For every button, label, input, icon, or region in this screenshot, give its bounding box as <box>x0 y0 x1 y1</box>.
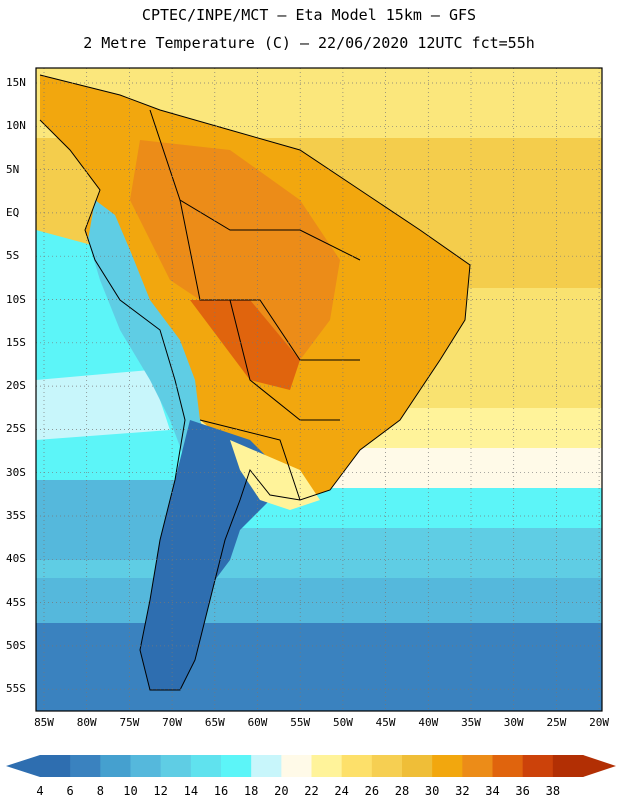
colorbar-swatch <box>160 755 192 777</box>
colorbar-label: 30 <box>424 784 440 798</box>
lat-label: 55S <box>6 682 26 696</box>
lon-label: 50W <box>332 716 353 729</box>
colorbar-swatch <box>221 755 252 777</box>
colorbar-label: 8 <box>96 784 104 798</box>
lon-label: 55W <box>290 716 311 729</box>
patagonia-land <box>140 420 280 690</box>
colorbar-high-arrow <box>583 755 616 777</box>
lat-label: 20S <box>6 379 26 393</box>
colorbar-swatch <box>281 755 312 777</box>
lat-label: 15N <box>6 76 26 89</box>
colorbar-label: 6 <box>66 784 74 798</box>
falkland-islands <box>250 654 274 662</box>
lat-label: 15S <box>6 335 26 349</box>
lat-label: 30S <box>6 465 26 479</box>
lat-label: 50S <box>6 638 26 652</box>
colorbar-swatch <box>462 755 493 777</box>
colorbar-label: 20 <box>274 784 289 798</box>
colorbar-low-arrow <box>6 755 40 777</box>
lon-label: 65W <box>204 716 225 729</box>
lat-label: 35S <box>6 509 26 522</box>
colorbar-label: 22 <box>304 784 319 798</box>
colorbar <box>6 755 616 777</box>
colorbar-swatch <box>341 755 373 777</box>
lon-label: 85W <box>34 716 54 729</box>
lat-label: EQ <box>6 205 20 219</box>
colorbar-label: 4 <box>36 784 44 798</box>
lon-label: 70W <box>162 716 183 729</box>
colorbar-label: 26 <box>364 784 380 798</box>
map-title-line-2: 2 Metre Temperature (C) – 22/06/2020 12U… <box>83 34 535 52</box>
lon-label: 35W <box>461 716 481 729</box>
map-title-line-1: CPTEC/INPE/MCT – Eta Model 15km – GFS <box>141 6 477 24</box>
lon-label: 60W <box>247 716 268 729</box>
colorbar-swatch <box>40 755 71 777</box>
colorbar-label: 24 <box>334 784 349 798</box>
colorbar-label: 34 <box>485 784 500 798</box>
colorbar-swatch <box>371 755 403 777</box>
colorbar-swatch <box>311 755 343 777</box>
lat-label: 45S <box>6 595 26 609</box>
lat-label: 25S <box>6 422 26 436</box>
colorbar-label: 32 <box>455 784 470 798</box>
colorbar-label: 36 <box>515 784 530 798</box>
lat-label: 10S <box>6 292 26 306</box>
colorbar-swatch <box>402 755 433 777</box>
lon-label: 75W <box>119 716 140 729</box>
colorbar-swatch <box>432 755 463 777</box>
colorbar-swatch <box>522 755 554 777</box>
colorbar-label: 18 <box>243 784 259 798</box>
lon-label: 45W <box>375 716 396 729</box>
colorbar-label: 38 <box>545 784 561 798</box>
colorbar-label: 16 <box>213 784 229 798</box>
temperature-fields <box>36 68 602 711</box>
coastlines-and-borders <box>39 74 471 691</box>
colorbar-swatch <box>130 755 162 777</box>
lat-label: 5S <box>6 249 20 263</box>
lat-label: 10N <box>6 119 26 133</box>
lat-label: 5N <box>6 162 20 176</box>
lon-label: 25W <box>546 716 567 729</box>
colorbar-swatch <box>552 755 584 777</box>
colorbar-label: 28 <box>394 784 410 798</box>
colorbar-swatch <box>100 755 131 777</box>
colorbar-label: 12 <box>153 784 168 798</box>
colorbar-swatch <box>492 755 524 777</box>
lon-label: 40W <box>418 716 439 729</box>
lat-label: 40S <box>6 552 26 566</box>
lon-label: 20W <box>589 716 610 729</box>
colorbar-swatch <box>190 755 222 777</box>
colorbar-label: 10 <box>123 784 138 798</box>
colorbar-swatch <box>251 755 282 777</box>
lon-label: 80W <box>76 716 97 729</box>
lon-label: 30W <box>503 716 524 729</box>
map-frame <box>35 67 603 712</box>
colorbar-label: 14 <box>183 784 199 798</box>
colorbar-swatch <box>70 755 101 777</box>
